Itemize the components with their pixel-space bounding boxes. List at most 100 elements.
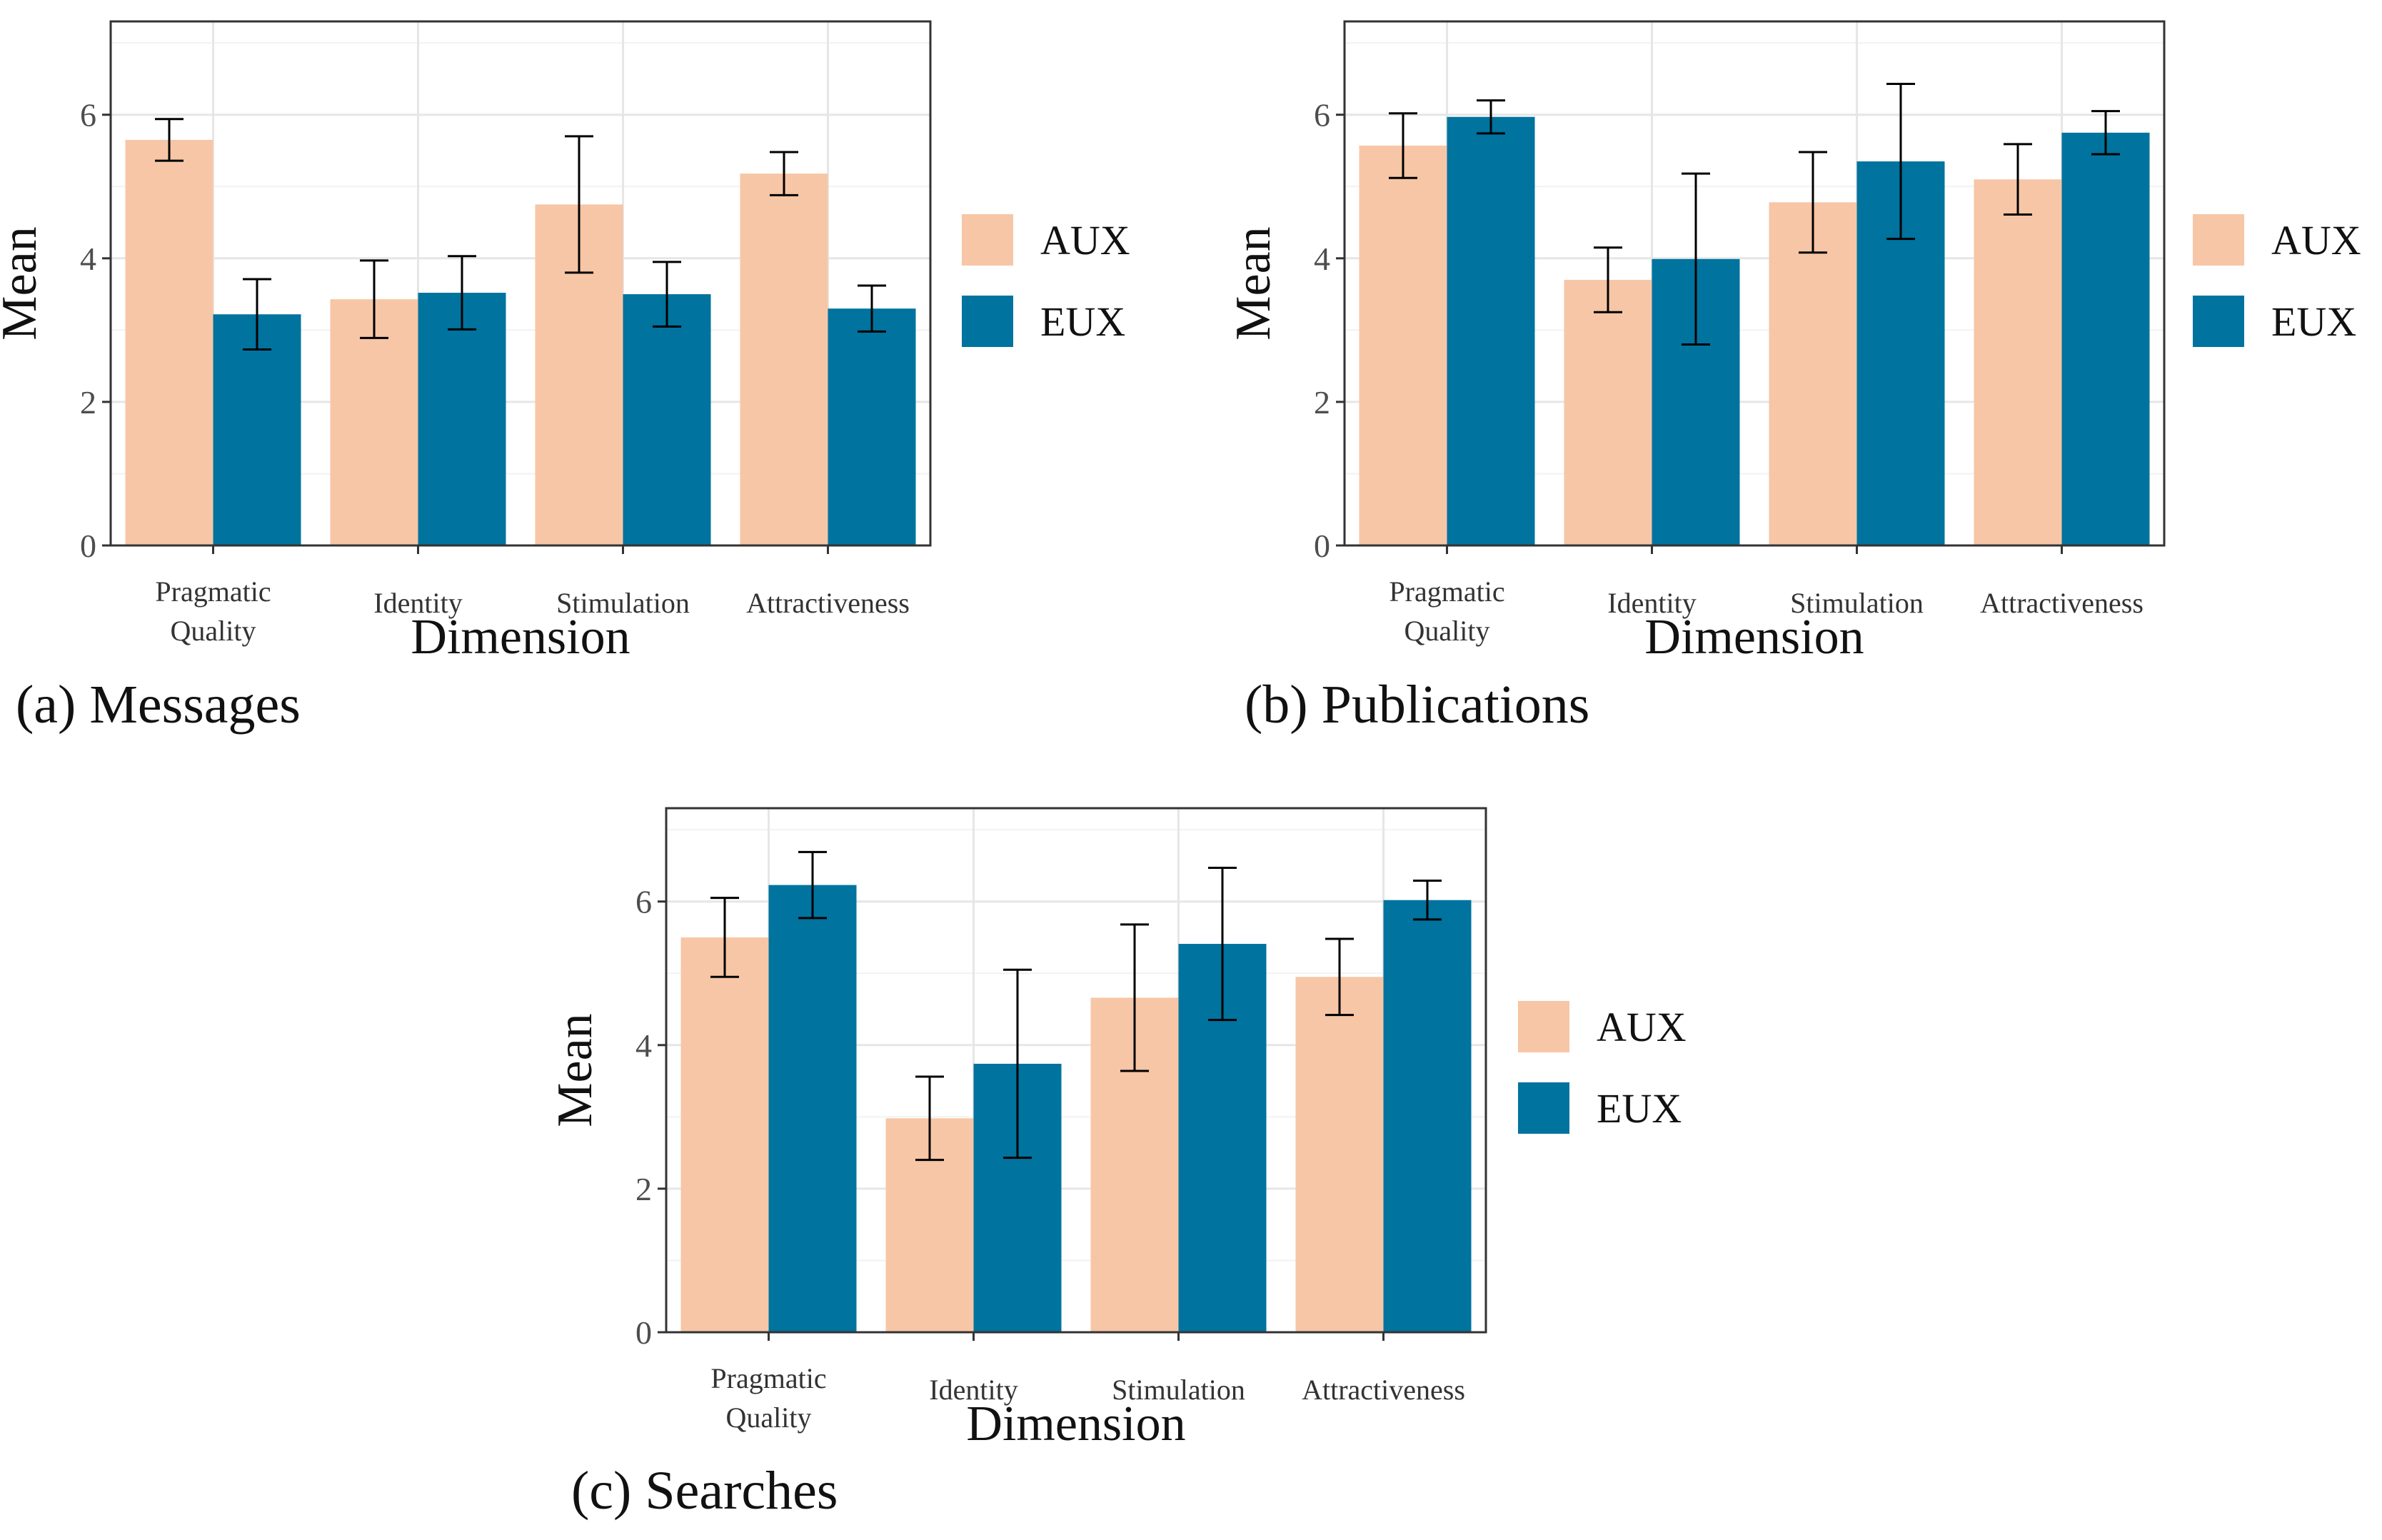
legend-key-aux <box>962 214 1013 266</box>
error-bar <box>243 278 271 351</box>
error-bar <box>1477 99 1505 135</box>
x-category-label: Quality <box>171 615 256 647</box>
bar <box>623 294 711 545</box>
legend-label-aux: AUX <box>1040 217 1130 263</box>
series-eux <box>768 850 1472 1332</box>
bar <box>1974 179 2062 546</box>
panel-caption: (b) Publications <box>1245 675 1589 735</box>
x-category-label: Pragmatic <box>1389 575 1504 608</box>
legend-label-eux: EUX <box>1597 1085 1682 1132</box>
error-bar <box>155 118 184 162</box>
bar <box>1564 279 1652 545</box>
x-axis-title: Dimension <box>966 1396 1185 1451</box>
x-category-label: Identity <box>373 587 462 619</box>
x-category-label: Stimulation <box>1790 587 1924 619</box>
plot-border <box>109 20 932 547</box>
error-bar <box>770 151 798 196</box>
legend-key-aux <box>2193 214 2244 266</box>
x-category-label: Attractiveness <box>1980 587 2144 619</box>
x-category-label: Stimulation <box>556 587 690 619</box>
error-bar <box>2091 110 2120 156</box>
bar <box>740 173 828 546</box>
series-aux <box>680 897 1384 1332</box>
error-bar <box>710 897 739 978</box>
series-aux <box>125 118 828 546</box>
legend: AUX EUX <box>962 214 1130 347</box>
error-bar <box>1799 151 1827 254</box>
legend-label-eux: EUX <box>1040 298 1125 345</box>
error-bar <box>1208 866 1237 1022</box>
x-category-label: Quality <box>1404 615 1490 647</box>
panel-publications: 0 2 4 6 Pragmatic Quality Identity Stimulation A… <box>1226 20 2361 735</box>
x-category-label: Pragmatic <box>710 1362 826 1394</box>
legend: AUX EUX <box>1518 1001 1687 1134</box>
bar <box>1769 202 1857 545</box>
plot-border <box>1343 20 2166 547</box>
y-tick-label: 4 <box>1314 241 1330 277</box>
x-category-label: Attractiveness <box>746 587 910 619</box>
x-category-label: Identity <box>929 1374 1017 1406</box>
series-eux <box>1447 82 2150 546</box>
series-eux <box>213 255 916 545</box>
error-bar <box>565 135 593 274</box>
error-bar <box>1682 172 1710 346</box>
error-bar <box>1389 112 1417 179</box>
bar <box>1359 145 1447 546</box>
bar <box>828 308 916 545</box>
y-tick-label: 4 <box>80 241 96 277</box>
y-tick-label: 2 <box>80 384 96 421</box>
bar <box>330 299 418 545</box>
x-axis-title: Dimension <box>411 610 630 665</box>
series-aux <box>1359 112 2062 546</box>
bar <box>418 293 506 545</box>
y-axis-title: Mean <box>0 226 47 340</box>
plot-border <box>665 807 1487 1334</box>
error-bar <box>915 1075 944 1162</box>
legend: AUX EUX <box>2193 214 2361 347</box>
panel-caption: (a) Messages <box>16 675 301 735</box>
legend-key-eux <box>2193 296 2244 347</box>
y-tick-label: 0 <box>1314 528 1330 564</box>
y-tick-label: 4 <box>635 1027 652 1064</box>
panel-searches: 0 2 4 6 Pragmatic Quality Identity Stimulation A… <box>548 807 1687 1521</box>
error-bar <box>448 255 476 331</box>
y-tick-label: 6 <box>80 97 96 134</box>
y-tick-label: 6 <box>1314 97 1330 134</box>
error-bar <box>2004 143 2032 216</box>
y-tick-label: 0 <box>80 528 96 564</box>
legend-key-aux <box>1518 1001 1569 1052</box>
error-bar <box>1886 82 1915 241</box>
legend-key-eux <box>962 296 1013 347</box>
error-bar <box>1003 968 1032 1159</box>
legend-label-aux: AUX <box>2271 217 2361 263</box>
legend-label-aux: AUX <box>1597 1004 1687 1050</box>
bar <box>1295 977 1384 1332</box>
x-axis-title: Dimension <box>1644 610 1864 665</box>
bar <box>680 937 769 1332</box>
error-bar <box>858 284 886 333</box>
y-tick-label: 6 <box>635 884 652 920</box>
x-category-label: Stimulation <box>1112 1374 1245 1406</box>
panel-messages: 0 2 4 6 Pragmatic Quality Identity Stimulation A… <box>0 20 1130 735</box>
legend-label-eux: EUX <box>2271 298 2356 345</box>
error-bar <box>1120 923 1149 1072</box>
bar <box>1383 900 1472 1332</box>
y-axis-title: Mean <box>1226 226 1281 340</box>
error-bar <box>653 261 681 328</box>
bar <box>213 314 301 545</box>
x-category-label: Attractiveness <box>1302 1374 1465 1406</box>
bar <box>2061 132 2150 546</box>
legend-key-eux <box>1518 1082 1569 1134</box>
x-category-label: Pragmatic <box>155 575 271 608</box>
bar <box>1447 116 1535 545</box>
y-tick-label: 0 <box>635 1314 652 1351</box>
panel-caption: (c) Searches <box>571 1461 838 1521</box>
y-tick-label: 2 <box>635 1171 652 1207</box>
bar <box>125 139 213 545</box>
error-bar <box>1413 880 1442 921</box>
bar <box>768 885 857 1332</box>
error-bar <box>1594 246 1622 313</box>
error-bar <box>360 259 388 339</box>
x-category-label: Quality <box>726 1401 812 1434</box>
